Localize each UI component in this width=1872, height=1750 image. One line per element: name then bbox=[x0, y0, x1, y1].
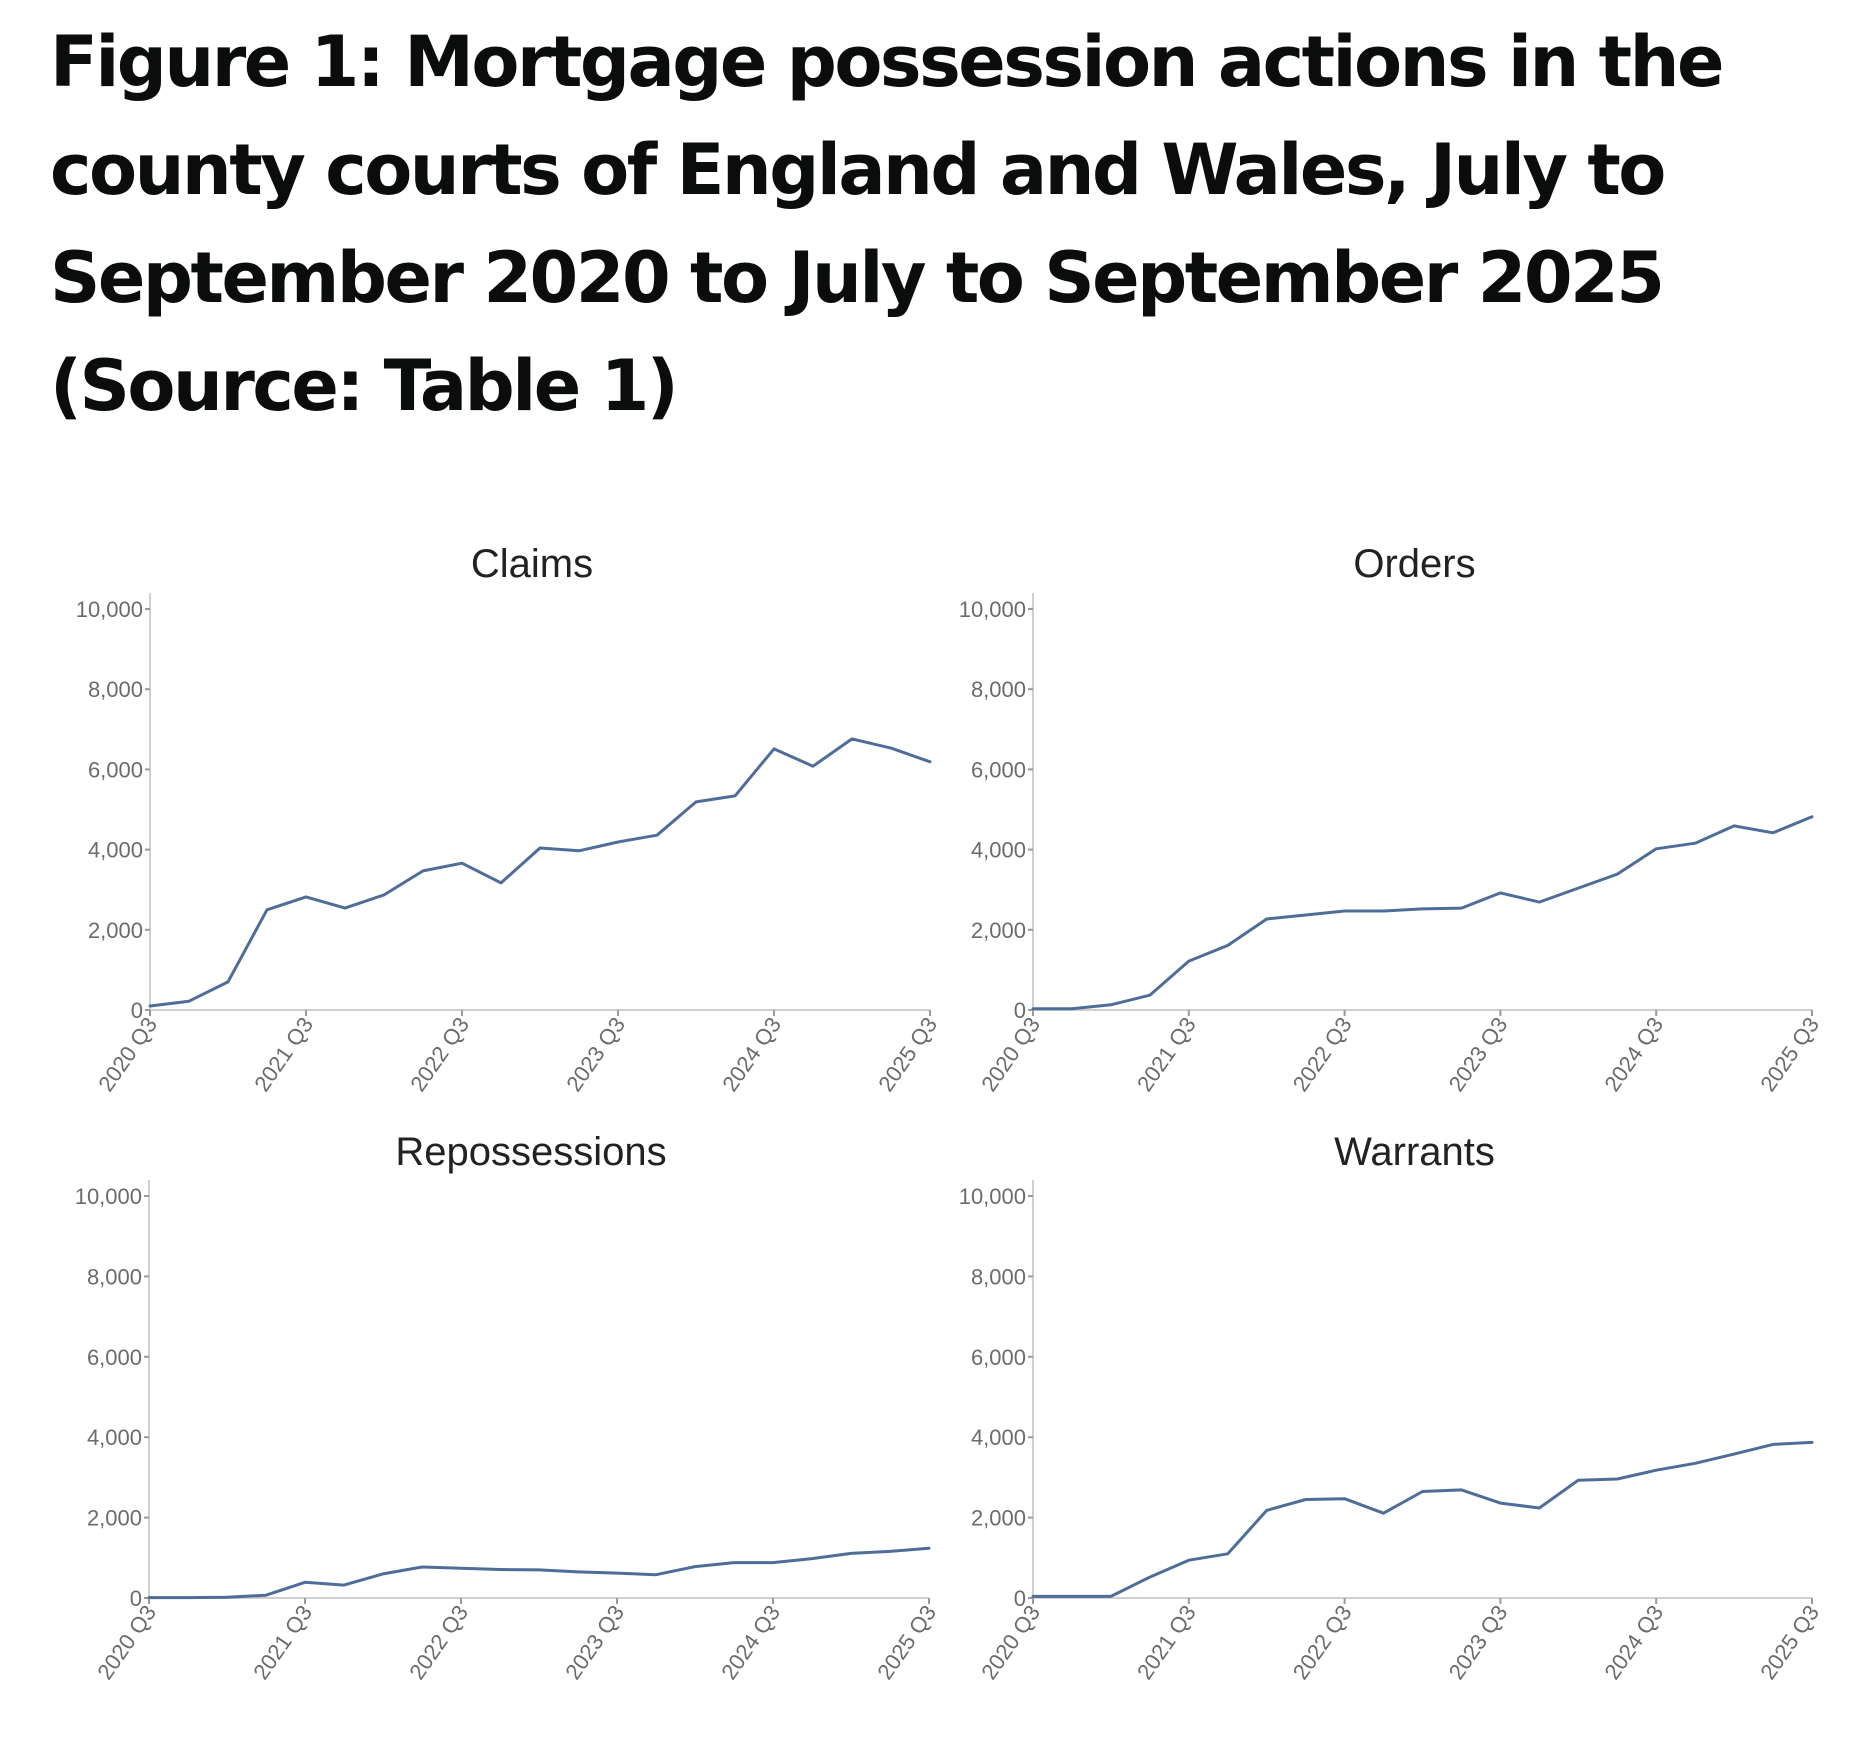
x-tick-label: 2020 Q3 bbox=[93, 1013, 162, 1096]
panel-title: Claims bbox=[471, 542, 593, 586]
y-tick-label: 6,000 bbox=[971, 757, 1026, 782]
y-tick-label: 10,000 bbox=[959, 597, 1026, 622]
series-line bbox=[1031, 1440, 1814, 1598]
y-tick-label: 0 bbox=[130, 1586, 142, 1611]
x-tick-label: 2020 Q3 bbox=[92, 1601, 161, 1684]
x-tick-label: 2021 Q3 bbox=[1132, 1601, 1201, 1684]
x-tick-label: 2025 Q3 bbox=[872, 1601, 941, 1684]
panel-title: Repossessions bbox=[395, 1130, 666, 1174]
y-tick-label: 6,000 bbox=[971, 1345, 1026, 1370]
x-tick-label: 2025 Q3 bbox=[1755, 1601, 1824, 1684]
y-tick-label: 4,000 bbox=[87, 1425, 142, 1450]
y-tick-label: 2,000 bbox=[87, 1506, 142, 1531]
x-tick-label: 2023 Q3 bbox=[1444, 1601, 1513, 1684]
y-tick-label: 4,000 bbox=[971, 1425, 1026, 1450]
x-tick-label: 2021 Q3 bbox=[1132, 1013, 1201, 1096]
x-tick-label: 2024 Q3 bbox=[717, 1013, 786, 1096]
figure-title-line: (Source: Table 1) bbox=[50, 345, 679, 427]
x-tick-label: 2022 Q3 bbox=[1288, 1601, 1357, 1684]
y-tick-label: 0 bbox=[131, 998, 143, 1023]
x-tick-label: 2024 Q3 bbox=[1599, 1013, 1668, 1096]
y-tick-label: 10,000 bbox=[76, 597, 143, 622]
y-tick-label: 10,000 bbox=[959, 1184, 1026, 1209]
x-tick-label: 2023 Q3 bbox=[1444, 1013, 1513, 1096]
x-tick-label: 2020 Q3 bbox=[976, 1013, 1045, 1096]
y-tick-label: 8,000 bbox=[971, 1264, 1026, 1289]
y-tick-label: 8,000 bbox=[88, 677, 143, 702]
x-tick-label: 2023 Q3 bbox=[560, 1601, 629, 1684]
x-tick-label: 2021 Q3 bbox=[249, 1013, 318, 1096]
series-line bbox=[1031, 815, 1814, 1011]
y-tick-label: 6,000 bbox=[87, 1345, 142, 1370]
panel-repossessions: Repossessions 0 2,000 4,000 6,000 8,000 10,000… bbox=[75, 1130, 941, 1684]
x-tick-label: 2025 Q3 bbox=[1755, 1013, 1824, 1096]
x-tick-label: 2025 Q3 bbox=[873, 1013, 942, 1096]
x-tick-label: 2020 Q3 bbox=[976, 1601, 1045, 1684]
panel-title: Warrants bbox=[1334, 1130, 1495, 1174]
figure-title-line: Figure 1: Mortgage possession actions in… bbox=[50, 21, 1724, 103]
y-tick-label: 8,000 bbox=[87, 1264, 142, 1289]
y-tick-label: 2,000 bbox=[971, 918, 1026, 943]
x-tick-label: 2022 Q3 bbox=[404, 1601, 473, 1684]
figure-title-line: September 2020 to July to September 2025 bbox=[50, 237, 1665, 319]
y-tick-label: 2,000 bbox=[88, 918, 143, 943]
figure-title: Figure 1: Mortgage possession actions in… bbox=[50, 8, 1850, 440]
panel-claims: Claims 0 2,000 4,000 6,000 8,000 10,000 2020 Q3… bbox=[76, 542, 942, 1096]
series-line bbox=[147, 1546, 931, 1600]
x-tick-label: 2022 Q3 bbox=[1288, 1013, 1357, 1096]
y-tick-label: 0 bbox=[1014, 1586, 1026, 1611]
x-tick-label: 2021 Q3 bbox=[248, 1601, 317, 1684]
x-tick-label: 2022 Q3 bbox=[405, 1013, 474, 1096]
panel-title: Orders bbox=[1353, 542, 1475, 586]
y-tick-label: 4,000 bbox=[88, 838, 143, 863]
y-tick-label: 0 bbox=[1014, 998, 1026, 1023]
y-tick-label: 8,000 bbox=[971, 677, 1026, 702]
x-tick-label: 2023 Q3 bbox=[561, 1013, 630, 1096]
panel-orders: Orders 0 2,000 4,000 6,000 8,000 10,000 2020 Q3… bbox=[959, 542, 1824, 1096]
x-tick-label: 2024 Q3 bbox=[716, 1601, 785, 1684]
y-tick-label: 10,000 bbox=[75, 1184, 142, 1209]
y-tick-label: 2,000 bbox=[971, 1506, 1026, 1531]
y-tick-label: 6,000 bbox=[88, 757, 143, 782]
figure-title-line: county courts of England and Wales, July… bbox=[50, 129, 1666, 211]
y-tick-label: 4,000 bbox=[971, 838, 1026, 863]
x-tick-label: 2024 Q3 bbox=[1599, 1601, 1668, 1684]
series-line bbox=[148, 737, 932, 1008]
panel-warrants: Warrants 0 2,000 4,000 6,000 8,000 10,000 2020 … bbox=[959, 1130, 1824, 1684]
